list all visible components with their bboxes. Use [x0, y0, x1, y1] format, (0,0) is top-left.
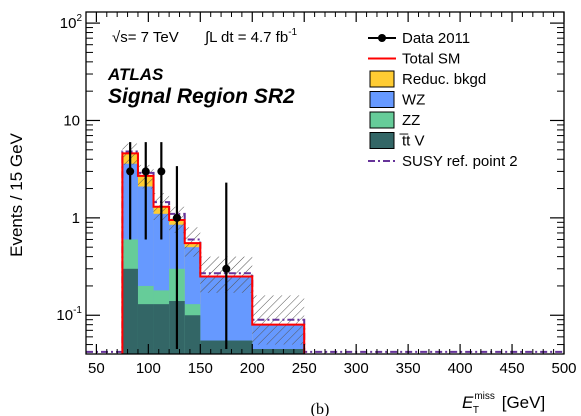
bar-ttv-0: [122, 268, 138, 354]
bar-ttv-4: [184, 315, 201, 354]
y-tick-label: 102: [60, 13, 83, 32]
data-points: [126, 142, 231, 350]
bar-ttv-6: [252, 349, 305, 354]
x-tick-label: 100: [136, 360, 161, 377]
atlas-label: ATLAS: [107, 65, 164, 84]
legend-data-marker: [378, 34, 386, 42]
susy-line: [86, 150, 564, 353]
legend-label: WZ: [402, 92, 425, 109]
bar-ttv-1: [137, 304, 154, 354]
panel-label: (b): [311, 401, 330, 416]
x-tick-label: 200: [240, 360, 265, 377]
legend-label: Data 2011: [402, 30, 470, 47]
x-tick-label: 250: [292, 360, 317, 377]
energy-label: √s= 7 TeV: [112, 29, 179, 46]
data-point-4: [222, 264, 231, 273]
x-tick-label: 300: [344, 360, 369, 377]
legend-item-1: Total SM: [368, 51, 460, 68]
y-tick-label: 10-1: [56, 305, 82, 324]
legend-item-0: Data 2011: [368, 30, 470, 47]
legend-label: t̅t V: [399, 133, 425, 150]
legend-swatch-reducible: [369, 70, 395, 88]
x-tick-label: 150: [188, 360, 213, 377]
legend-label: Reduc. bkgd: [402, 71, 486, 88]
legend-item-4: ZZ: [369, 111, 420, 129]
y-tick-label: 10: [63, 112, 80, 129]
x-tick-label: 500: [551, 360, 576, 377]
data-point-0: [126, 167, 135, 176]
data-point-1: [141, 167, 150, 176]
legend-item-6: SUSY ref. point 2: [368, 153, 518, 170]
legend-item-2: Reduc. bkgd: [369, 70, 486, 88]
x-tick-label: 400: [448, 360, 473, 377]
lumi-label: ∫L dt = 4.7 fb-1: [204, 27, 298, 46]
legend-swatch-wz: [369, 91, 395, 108]
y-tick-label: 1: [72, 210, 80, 227]
legend: Data 2011 Total SM Reduc. bkgd WZ ZZ t̅t V SUS…: [368, 30, 518, 170]
legend-item-3: WZ: [369, 91, 425, 109]
data-point-2: [157, 167, 166, 176]
x-axis-label: Emiss T [GeV]: [462, 391, 545, 416]
data-point-3: [172, 213, 181, 222]
x-tick-label: 350: [396, 360, 421, 377]
uncertainty-4: [184, 227, 201, 257]
x-tick-label: 450: [500, 360, 525, 377]
y-axis-label: Events / 15 GeV: [7, 132, 26, 256]
legend-label: ZZ: [402, 112, 420, 129]
bar-ttv-2: [153, 304, 170, 354]
legend-label: SUSY ref. point 2: [402, 153, 518, 170]
x-tick-label: 50: [88, 360, 105, 377]
legend-swatch-zz: [369, 111, 395, 129]
legend-label: Total SM: [402, 51, 460, 68]
region-label: Signal Region SR2: [108, 85, 295, 108]
legend-item-5: t̅t V: [369, 132, 425, 150]
legend-swatch-ttv: [369, 132, 395, 149]
axis-ticks: 50 100 150 200 250 300 350 400 450 500 10-1 1 10 102: [56, 12, 577, 377]
